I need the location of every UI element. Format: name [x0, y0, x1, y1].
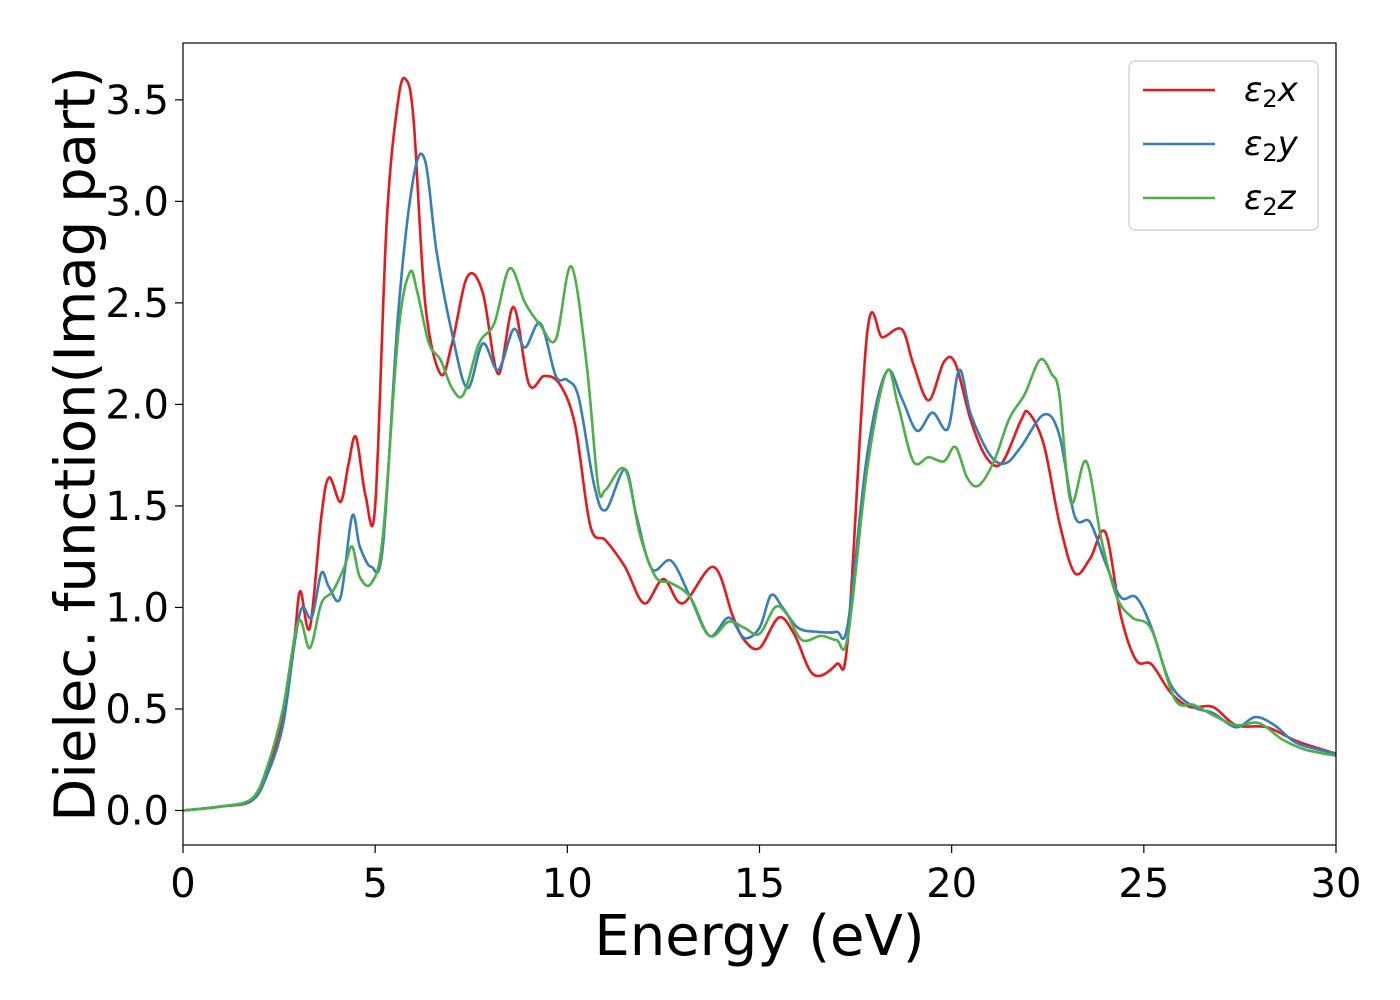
x-tick-label: 0 — [170, 861, 195, 907]
legend-label-x: ε2x — [1244, 70, 1299, 113]
x-tick-label: 30 — [1311, 861, 1362, 907]
x-tick-label: 10 — [542, 861, 593, 907]
x-axis-title: Energy (eV) — [594, 904, 924, 969]
x-tick-label: 5 — [362, 861, 387, 907]
legend-box — [1128, 60, 1319, 231]
y-tick-label: 2.0 — [105, 382, 169, 428]
legend-label-z: ε2z — [1244, 178, 1297, 221]
y-tick-label: 0.5 — [105, 687, 169, 733]
series-line-z — [183, 265, 1336, 812]
y-tick-label: 0.0 — [105, 788, 169, 834]
axis-ticks-layer: 0 5 10 15 20 25 30 0.0 0.5 1.0 1.5 2.0 2.5 3.0 3.5 — [105, 78, 1361, 907]
x-tick-label: 15 — [734, 861, 785, 907]
x-tick-label: 25 — [1118, 861, 1169, 907]
legend-label-y: ε2y — [1244, 124, 1299, 167]
legend: ε2x ε2y ε2z — [1128, 60, 1319, 231]
y-axis-title: Dielec. function(Imag part) — [44, 66, 109, 822]
y-tick-label: 1.0 — [105, 585, 169, 631]
series-line-x — [183, 76, 1336, 812]
y-tick-label: 1.5 — [105, 484, 169, 530]
x-tick-label: 20 — [926, 861, 977, 907]
y-tick-label: 3.5 — [105, 78, 169, 124]
y-tick-label: 2.5 — [105, 281, 169, 327]
series-line-y — [183, 152, 1336, 812]
series-lines-layer — [183, 76, 1336, 812]
y-tick-label: 3.0 — [105, 179, 169, 225]
